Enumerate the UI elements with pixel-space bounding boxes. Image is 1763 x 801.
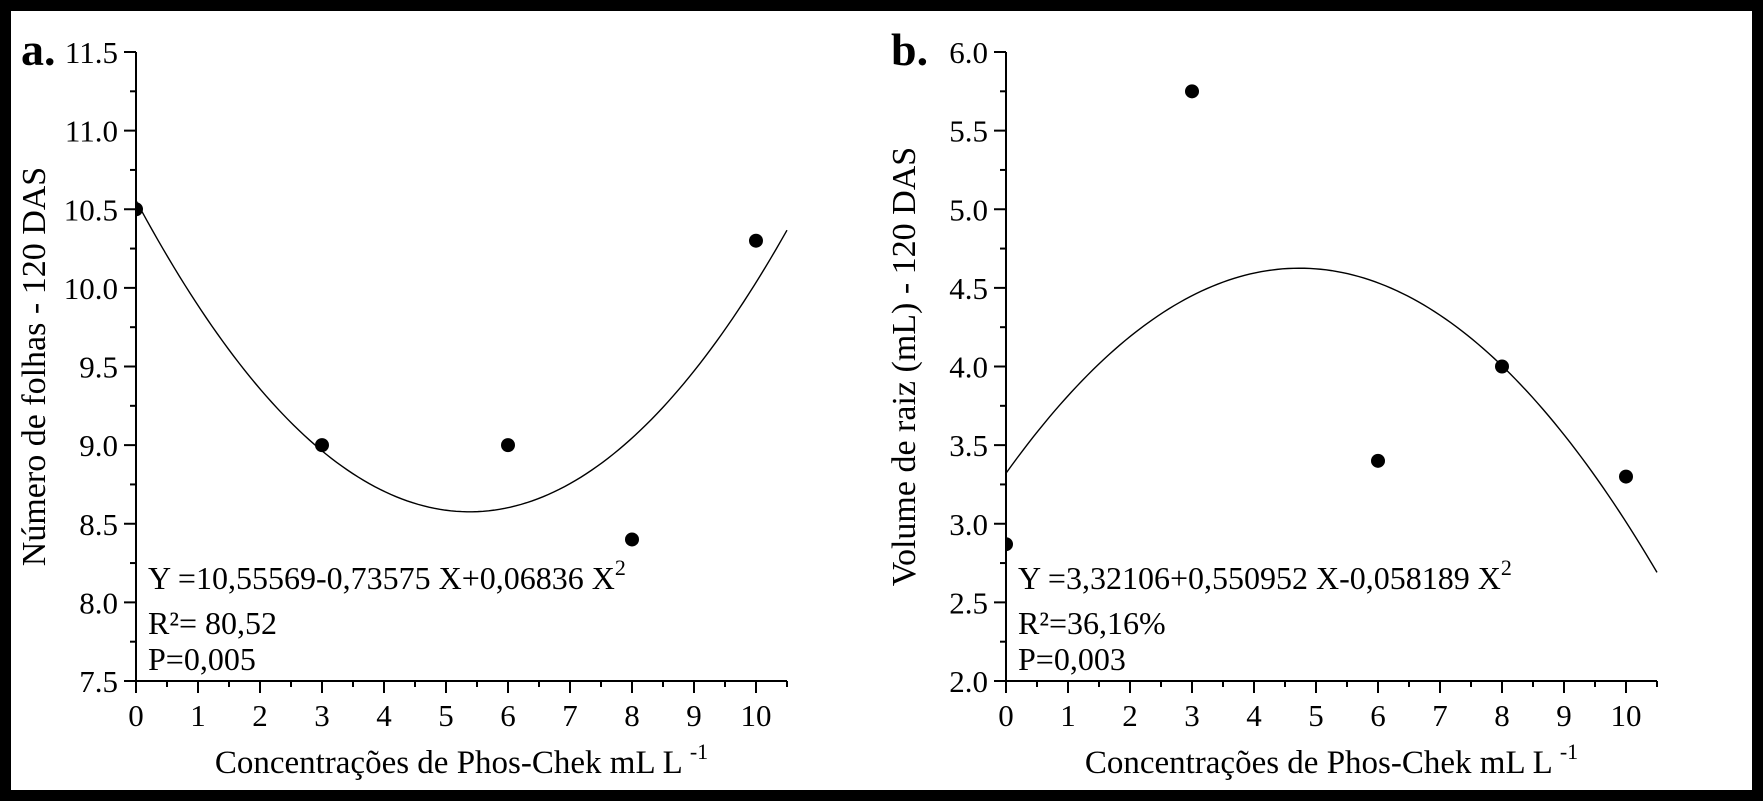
data-point: [1495, 359, 1509, 374]
y-tick-label: 10.0: [64, 271, 118, 306]
fit-curve: [135, 200, 788, 513]
y-axis-title: Número de folhas - 120 DAS: [16, 167, 53, 566]
y-tick-label: 8.5: [79, 507, 118, 542]
x-tick-label: 9: [686, 698, 702, 733]
data-point: [625, 532, 639, 547]
panel-a: 7.5 8.0 8.5 9.0 9.5 10.0 10.5 11.0 11.5 0 1 2 3 4 5 6 7 8…: [11, 11, 881, 790]
y-tick-label: 11.5: [65, 35, 118, 70]
x-tick-label: 3: [314, 698, 330, 733]
data-point: [749, 233, 763, 248]
ticks: [994, 51, 1658, 693]
r-squared-text: R²=36,16%: [1018, 605, 1166, 641]
x-tick-label: 9: [1556, 698, 1572, 733]
x-tick-label: 8: [1494, 698, 1510, 733]
equation-text: Y =10,55569-0,73575 X+0,06836 X2: [148, 555, 626, 596]
y-tick-label: 3.0: [949, 507, 988, 542]
y-tick-label: 5.0: [949, 192, 988, 227]
y-tick-label: 2.0: [949, 664, 988, 699]
x-axis-title: Concentrações de Phos-Chek mL L -1: [1085, 739, 1578, 781]
fit-curve: [1005, 267, 1658, 573]
x-tick-label: 5: [438, 698, 454, 733]
p-value-text: P=0,003: [1018, 641, 1126, 677]
y-tick-label: 8.0: [79, 585, 118, 620]
y-tick-label: 9.0: [79, 428, 118, 463]
data-point: [1371, 453, 1385, 468]
x-axis-title: Concentrações de Phos-Chek mL L -1: [215, 739, 708, 781]
y-tick-label: 9.5: [79, 350, 118, 385]
x-tick-label: 1: [190, 698, 206, 733]
r-squared-text: R²= 80,52: [148, 605, 277, 641]
y-tick-label: 5.5: [949, 114, 988, 149]
x-tick-label: 3: [1184, 698, 1200, 733]
tick-labels: 7.5 8.0 8.5 9.0 9.5 10.0 10.5 11.0 11.5 0 1 2 3 4 5 6 7 8…: [64, 35, 772, 733]
data-point: [1006, 537, 1013, 552]
data-point: [315, 438, 329, 453]
p-value-text: P=0,005: [148, 641, 256, 677]
y-axis-title: Volume de raiz (mL) - 120 DAS: [886, 147, 923, 586]
x-tick-label: 0: [998, 698, 1014, 733]
x-tick-label: 10: [1611, 698, 1642, 733]
y-tick-label: 2.5: [949, 585, 988, 620]
equation-text: Y =3,32106+0,550952 X-0,058189 X2: [1018, 555, 1512, 596]
panel-b: 2.0 2.5 3.0 3.5 4.0 4.5 5.0 5.5 6.0 0 1 2 3 4 5 6 7 8 9 10 b…: [881, 11, 1751, 790]
x-tick-label: 2: [1122, 698, 1138, 733]
x-tick-label: 4: [376, 698, 392, 733]
ticks: [124, 51, 788, 693]
data-point: [136, 202, 143, 217]
x-tick-label: 7: [1432, 698, 1448, 733]
x-tick-label: 0: [128, 698, 144, 733]
y-tick-label: 6.0: [949, 35, 988, 70]
chart-panel-a: 7.5 8.0 8.5 9.0 9.5 10.0 10.5 11.0 11.5 0 1 2 3 4 5 6 7 8…: [16, 24, 788, 781]
y-tick-label: 7.5: [79, 664, 118, 699]
x-tick-label: 6: [500, 698, 516, 733]
x-tick-label: 6: [1370, 698, 1386, 733]
panel-letter: b.: [891, 24, 928, 75]
panel-letter: a.: [21, 24, 56, 75]
data-points: [1006, 84, 1633, 552]
y-tick-label: 4.0: [949, 350, 988, 385]
chart-panel-b: 2.0 2.5 3.0 3.5 4.0 4.5 5.0 5.5 6.0 0 1 2 3 4 5 6 7 8 9 10 b…: [886, 24, 1658, 781]
x-tick-label: 8: [624, 698, 640, 733]
x-tick-label: 2: [252, 698, 268, 733]
y-tick-label: 4.5: [949, 271, 988, 306]
x-tick-label: 4: [1246, 698, 1262, 733]
x-tick-label: 1: [1060, 698, 1076, 733]
x-tick-label: 7: [562, 698, 578, 733]
y-tick-label: 3.5: [949, 428, 988, 463]
y-tick-label: 11.0: [65, 114, 118, 149]
data-point: [1619, 469, 1633, 484]
x-tick-label: 5: [1308, 698, 1324, 733]
data-point: [501, 438, 515, 453]
y-tick-label: 10.5: [64, 192, 118, 227]
data-points: [136, 202, 763, 547]
x-tick-label: 10: [741, 698, 772, 733]
tick-labels: 2.0 2.5 3.0 3.5 4.0 4.5 5.0 5.5 6.0 0 1 2 3 4 5 6 7 8 9 10: [949, 35, 1641, 733]
data-point: [1185, 84, 1199, 99]
